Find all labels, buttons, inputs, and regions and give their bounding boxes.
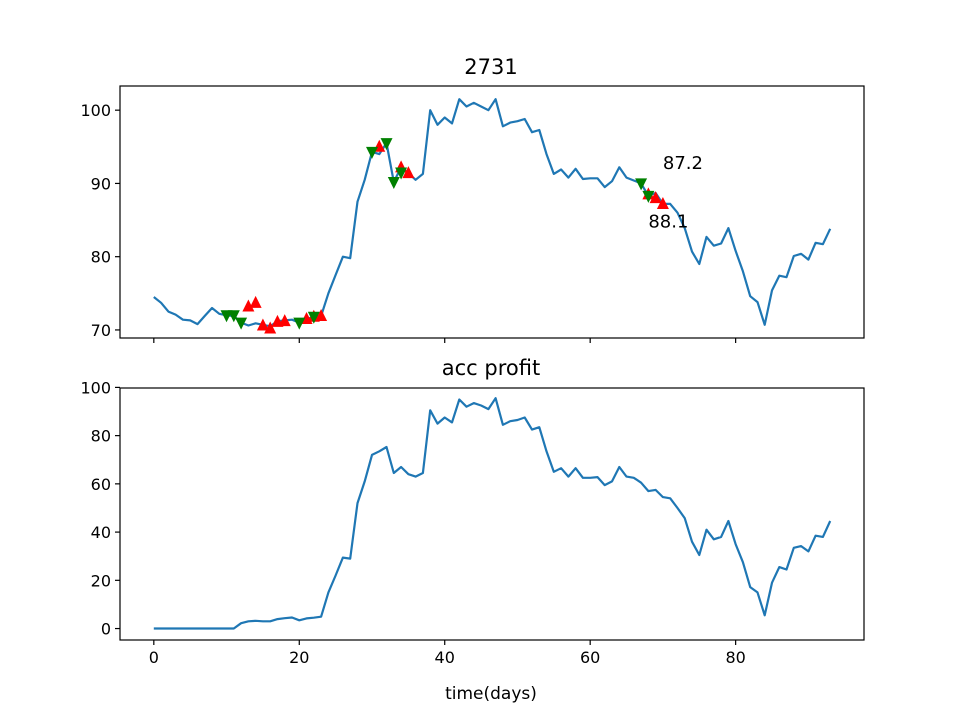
price-subplot: 2731 87.2 88.1 70 80 90 100 [80, 55, 865, 343]
price-annotation-label: 87.2 [663, 153, 703, 174]
sell-marker-triangle-down [307, 311, 320, 324]
buy-marker-triangle-up [656, 196, 669, 209]
profit-axes: 0 20 40 60 80 0 20 40 60 80 100 [80, 378, 865, 667]
sell-marker-triangle-down [635, 178, 648, 191]
y-tick-label: 100 [80, 101, 111, 120]
y-tick-label: 0 [101, 620, 111, 639]
sell-marker-triangle-down [366, 146, 378, 159]
x-tick-label: 20 [289, 648, 309, 667]
y-tick-label: 80 [91, 248, 111, 267]
sell-marker-triangle-down [642, 190, 655, 203]
buy-marker-triangle-up [649, 191, 662, 204]
x-tick-label: 80 [725, 648, 745, 667]
y-tick-label: 90 [91, 174, 111, 193]
buy-marker-triangle-up [315, 309, 328, 322]
buy-marker-triangle-up [242, 299, 255, 312]
profit-axes-frame [119, 387, 865, 641]
profit-x-axis-label: time(days) [445, 684, 537, 704]
profit-series-line-0 [153, 397, 832, 630]
price-axes: 70 80 90 100 [80, 85, 865, 343]
sell-marker-triangle-down [395, 167, 408, 180]
sell-marker-triangle-down [387, 176, 400, 189]
buy-marker-triangle-up [264, 321, 277, 334]
price-series-line-0 [153, 98, 832, 328]
buy-marker-triangle-up [278, 314, 291, 327]
x-tick-label: 0 [149, 648, 159, 667]
buy-marker-triangle-up [249, 295, 262, 308]
buy-marker-triangle-up [402, 166, 415, 179]
sell-marker-triangle-down [380, 138, 393, 151]
price-chart-title: 2731 [464, 55, 517, 79]
sell-marker-triangle-down [227, 310, 240, 323]
y-tick-label: 70 [91, 321, 111, 340]
profit-subplot: acc profit 0 20 40 60 80 0 20 40 60 80 100 time(da… [80, 356, 865, 704]
sell-marker-triangle-down [293, 317, 306, 330]
y-tick-label: 20 [91, 571, 111, 590]
x-tick-label: 60 [580, 648, 600, 667]
profit-chart-title: acc profit [442, 356, 540, 380]
price-annotation-label: 88.1 [648, 211, 688, 232]
price-axes-frame [119, 85, 865, 339]
x-tick-label: 40 [435, 648, 455, 667]
profit-plot-area [153, 397, 832, 630]
price-plot-area: 87.2 88.1 [153, 98, 832, 334]
y-tick-label: 100 [80, 378, 111, 397]
y-tick-label: 60 [91, 475, 111, 494]
y-tick-label: 80 [91, 427, 111, 446]
sell-marker-triangle-down [235, 317, 248, 330]
buy-marker-triangle-up [256, 318, 269, 331]
y-tick-label: 40 [91, 523, 111, 542]
